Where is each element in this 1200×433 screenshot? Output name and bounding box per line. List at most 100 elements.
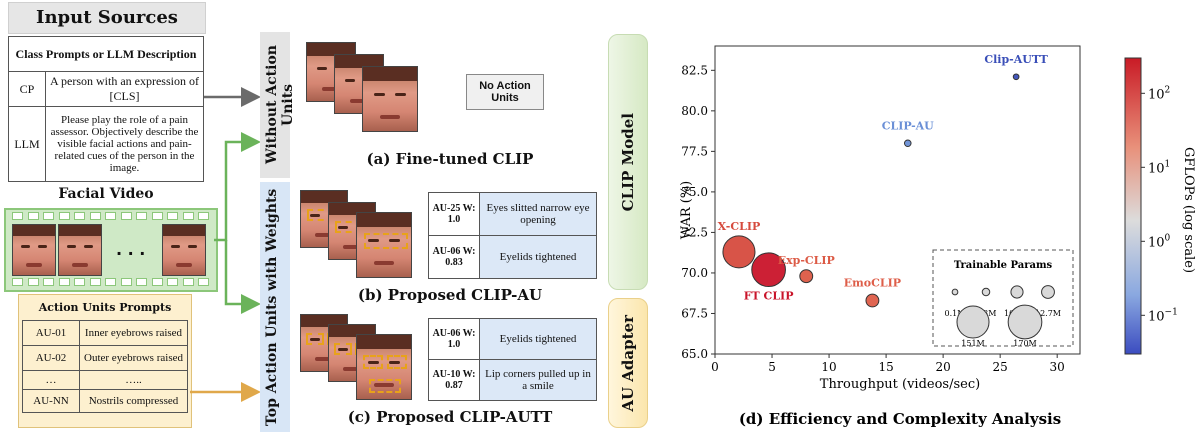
legend-size-marker <box>1010 285 1024 299</box>
film-hole <box>74 212 85 220</box>
colorbar-label: GFLOPs (log scale) <box>1181 147 1196 273</box>
film-hole <box>198 278 209 286</box>
x-tick-label: 5 <box>768 360 776 374</box>
video-frame <box>58 224 102 276</box>
film-hole <box>105 212 116 220</box>
au-weight-key: AU-25 W: 1.0 <box>428 192 480 236</box>
au-prompts-title: Action Units Prompts <box>38 301 172 314</box>
caption-c: (c) Proposed CLIP-AUTT <box>347 408 553 426</box>
y-axis-label: WAR (%) <box>679 181 694 240</box>
face-frame <box>362 66 418 132</box>
film-hole <box>58 278 70 286</box>
data-point-emoclip <box>865 293 880 308</box>
film-hole <box>120 278 132 286</box>
legend-size-label: 151M <box>961 339 984 348</box>
legend-size-label: 170M <box>1013 339 1036 348</box>
x-tick-label: 20 <box>935 360 950 374</box>
film-hole <box>89 212 101 220</box>
au-text: Inner eyebrows raised <box>79 320 188 346</box>
face-frame <box>356 212 412 278</box>
chart-title: (d) Efficiency and Complexity Analysis <box>739 410 1061 428</box>
film-hole <box>151 278 163 286</box>
side-band-without-au <box>260 32 290 178</box>
data-point-ft-clip <box>751 252 786 288</box>
legend-size-marker <box>1007 304 1043 340</box>
au-text: Outer eyebrows raised <box>79 345 188 371</box>
au-text: ….. <box>79 370 188 390</box>
au-weight-text: Eyelids tightened <box>479 235 597 279</box>
point-label: CLIP-AU <box>882 119 934 132</box>
arrow-video-to-c <box>224 240 261 314</box>
y-tick-label: 65.0 <box>681 347 708 361</box>
film-hole <box>182 212 194 220</box>
side-band-top-au <box>260 182 290 432</box>
au-weight-key: AU-06 W: 1.0 <box>428 318 480 360</box>
legend-size-marker <box>951 288 959 296</box>
y-tick-label: 77.5 <box>681 144 708 158</box>
au-weight-text: Lip corners pulled up in a smile <box>479 359 597 401</box>
au-adapter-label: AU Adapter <box>619 314 637 412</box>
au-key: AU-02 <box>22 345 80 371</box>
y-tick-label: 67.5 <box>681 306 708 320</box>
data-point-exp-clip <box>799 269 814 284</box>
data-point-clip-au <box>903 139 912 148</box>
film-hole <box>167 278 178 286</box>
legend-title: Trainable Params <box>954 260 1053 271</box>
au-text: Nostrils compressed <box>79 389 188 413</box>
side-label-top-au: Top Action Units with Weights <box>264 188 280 426</box>
arrow-video-to-b <box>214 132 261 242</box>
au-prompts-table: AU-01 Inner eyebrows raised AU-02 Outer ey… <box>22 320 188 413</box>
llm-text: Please play the role of a pain assessor.… <box>45 106 204 182</box>
data-point-clip-autt <box>1012 73 1020 81</box>
caption-b: (b) Proposed CLIP-AU <box>357 286 543 304</box>
y-tick-label: 82.5 <box>681 63 708 77</box>
film-hole <box>74 278 85 286</box>
au-weights-table-b: AU-25 W: 1.0 Eyes slitted narrow eye open… <box>428 192 597 279</box>
point-label: FT CLIP <box>744 290 794 303</box>
video-frame <box>12 224 56 276</box>
data-point-x-clip <box>722 235 756 269</box>
au-weight-text: Eyes slitted narrow eye opening <box>479 192 597 236</box>
x-tick-label: 15 <box>878 360 893 374</box>
input-sources-title: Input Sources <box>8 2 206 34</box>
au-key: AU-NN <box>22 389 80 413</box>
film-hole <box>182 278 194 286</box>
x-tick-label: 25 <box>993 360 1008 374</box>
film-hole <box>136 278 147 286</box>
point-label: EmoCLIP <box>844 277 901 290</box>
film-hole <box>27 212 39 220</box>
x-axis-label: Throughput (videos/sec) <box>820 377 980 392</box>
au-adapter-block: AU Adapter <box>608 298 648 428</box>
clip-model-label: CLIP Model <box>619 112 637 212</box>
film-hole <box>43 212 54 220</box>
efficiency-chart: 0 5 10 15 20 25 30 65.0 67.5 70.0 72.5 75.0 77.5 80.0… <box>679 45 1196 428</box>
clip-model-block: CLIP Model <box>608 34 648 290</box>
class-prompts-table: Class Prompts or LLM Description CP A pe… <box>8 36 204 182</box>
colorbar-tick-label: 102 <box>1148 85 1170 102</box>
film-hole <box>12 278 23 286</box>
film-hole <box>105 278 116 286</box>
film-hole <box>27 278 39 286</box>
colorbar-gradient <box>1124 57 1142 355</box>
film-hole <box>58 212 70 220</box>
y-tick-label: 75.0 <box>681 185 708 199</box>
au-weights-table-c: AU-06 W: 1.0 Eyelids tightened AU-10 W: 0… <box>428 318 597 401</box>
film-hole <box>198 212 209 220</box>
y-tick-label: 72.5 <box>681 225 708 239</box>
point-label: Clip-AUTT <box>984 53 1048 66</box>
facial-video-title: Facial Video <box>58 186 154 202</box>
colorbar-tick-label: 100 <box>1148 233 1171 250</box>
au-prompts-panel: Action Units Prompts AU-01 Inner eyebrows… <box>18 294 192 428</box>
colorbar-tick-label: 10−1 <box>1148 307 1178 324</box>
point-label: Exp-CLIP <box>778 254 835 267</box>
x-tick-label: 0 <box>711 360 719 374</box>
point-label: X-CLIP <box>718 220 761 233</box>
film-hole <box>136 212 147 220</box>
legend-size-label: 0.1M <box>945 309 966 318</box>
au-weight-key: AU-10 W: 0.87 <box>428 359 480 401</box>
legend-size-marker <box>1041 285 1055 299</box>
film-hole <box>89 278 101 286</box>
class-prompts-header: Class Prompts or LLM Description <box>8 36 204 72</box>
x-tick-label: 30 <box>1050 360 1065 374</box>
au-weight-key: AU-06 W: 0.83 <box>428 235 480 279</box>
